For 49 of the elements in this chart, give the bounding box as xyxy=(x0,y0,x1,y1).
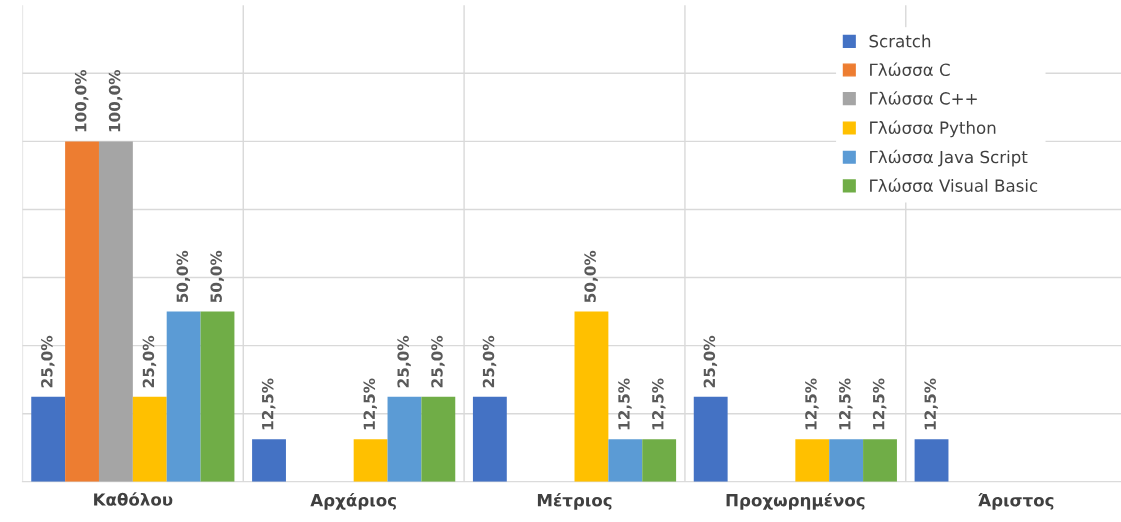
bar xyxy=(132,396,167,482)
bar xyxy=(829,439,864,482)
data-label: 100,0% xyxy=(108,69,123,132)
data-label: 25,0% xyxy=(397,335,411,388)
bar xyxy=(795,439,830,482)
data-label: 50,0% xyxy=(176,250,191,303)
bar xyxy=(642,439,677,482)
bar xyxy=(353,439,388,482)
bar xyxy=(200,311,235,482)
data-label: 12,5% xyxy=(618,378,632,430)
x-tick-label: Καθόλου xyxy=(94,492,173,506)
legend-label: Γλώσσα Visual Basic xyxy=(870,178,1038,192)
data-label: 12,5% xyxy=(924,378,938,430)
legend-label: Γλώσσα Java Script xyxy=(870,149,1028,167)
data-label: 25,0% xyxy=(482,335,497,388)
bar xyxy=(574,311,609,482)
bar xyxy=(863,439,897,482)
legend-label: Scratch xyxy=(869,34,931,48)
data-label: 12,5% xyxy=(805,378,819,430)
bar xyxy=(65,141,99,482)
bar xyxy=(693,396,728,482)
data-label: 25,0% xyxy=(41,335,55,388)
bar xyxy=(608,439,643,482)
bar xyxy=(252,439,286,482)
legend-label: Γλώσσα Python xyxy=(870,120,996,138)
data-label: 12,5% xyxy=(261,378,276,430)
data-label: 50,0% xyxy=(584,250,598,303)
bar xyxy=(914,439,949,482)
data-label: 12,5% xyxy=(839,378,853,430)
bar xyxy=(98,141,133,482)
x-tick-label: Μέτριος xyxy=(537,492,612,510)
legend-label: Γλώσσα C xyxy=(870,62,950,77)
bar xyxy=(166,311,201,482)
data-label: 12,5% xyxy=(872,378,887,430)
data-label: 12,5% xyxy=(363,378,377,430)
data-label: 100,0% xyxy=(74,69,89,132)
data-label: 12,5% xyxy=(652,378,666,430)
data-label: 25,0% xyxy=(431,335,445,388)
data-label: 50,0% xyxy=(210,250,224,303)
x-tick-label: Άριστος xyxy=(978,492,1054,510)
bar xyxy=(421,396,456,482)
data-label: 25,0% xyxy=(703,335,718,388)
x-tick-label: Αρχάριος xyxy=(310,492,396,510)
data-label: 25,0% xyxy=(142,335,157,388)
x-tick-label: Προχωρημένος xyxy=(726,492,865,510)
bar xyxy=(387,396,422,482)
legend-label: Γλώσσα C++ xyxy=(870,91,977,105)
bar xyxy=(31,396,66,482)
bar xyxy=(472,396,507,482)
